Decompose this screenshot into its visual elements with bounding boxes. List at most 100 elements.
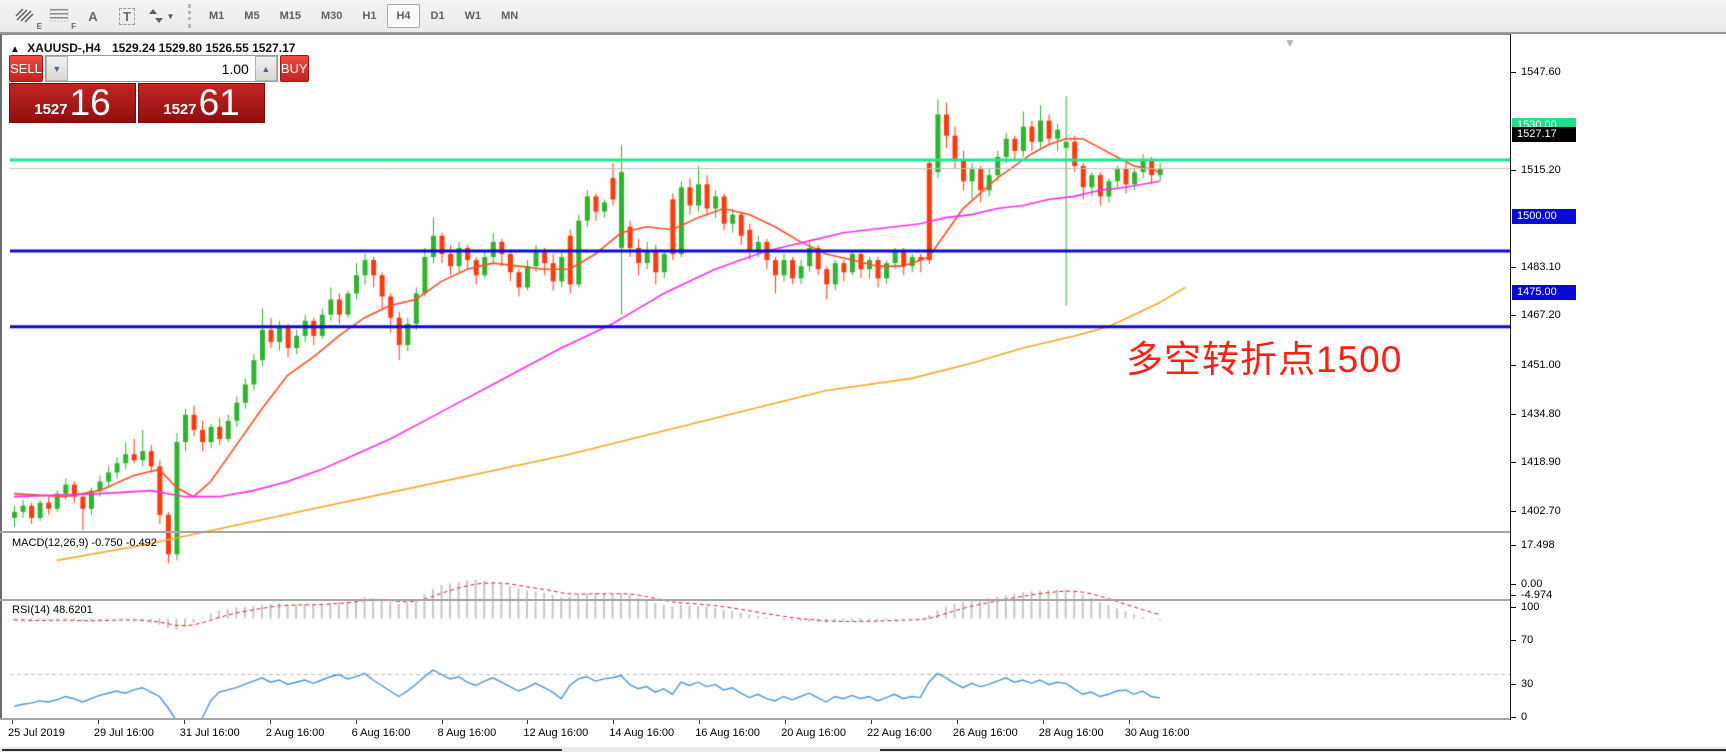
toolbar: E F A T ▼ M1 M5 M15 M30 H1 H4 D1 W1 MN	[0, 0, 1726, 34]
axis-tick	[1511, 606, 1516, 608]
text-box-tool[interactable]: T	[112, 3, 142, 29]
time-axis-label: 6 Aug 16:00	[351, 727, 411, 739]
rsi-axis-label: 0	[1521, 710, 1528, 723]
time-axis-label: 14 Aug 16:00	[609, 727, 675, 739]
axis-tick	[1511, 461, 1516, 463]
time-axis-label: 28 Aug 16:00	[1038, 727, 1104, 739]
chart-window	[0, 34, 1726, 752]
buy-price-small: 1527	[163, 101, 197, 118]
timeframe-group: M1 M5 M15 M30 H1 H4 D1 W1 MN	[199, 4, 528, 28]
timeframe-M5[interactable]: M5	[244, 10, 260, 22]
time-axis-label: 2 Aug 16:00	[265, 727, 325, 739]
macd-axis-label: 17.498	[1521, 538, 1555, 551]
axis-tick	[1511, 544, 1516, 546]
sell-price-box[interactable]: 1527 16	[9, 83, 136, 123]
price-axis-label: 1467.20	[1521, 309, 1561, 322]
time-axis-tick	[269, 720, 271, 724]
time-axis-tick	[97, 720, 99, 724]
draw-e-tool-icon[interactable]: E	[10, 3, 42, 31]
axis-tick	[1511, 267, 1516, 269]
price-axis-label: 1451.00	[1521, 358, 1561, 371]
time-axis-label: 20 Aug 16:00	[781, 727, 846, 739]
axis-tick	[1511, 594, 1516, 596]
bottom-edge	[0, 747, 1726, 752]
panel-separator-timeaxis[interactable]	[0, 718, 1726, 720]
price-badge: 1527.17	[1512, 126, 1576, 142]
time-axis-label: 25 Jul 2019	[8, 727, 65, 739]
buy-price-box[interactable]: 1527 61	[138, 83, 265, 123]
symbol-timeframe-label: XAUUSD-,H4	[27, 41, 101, 55]
axis-tick	[1511, 364, 1516, 366]
time-axis-tick	[1042, 720, 1044, 724]
symbol-collapse-icon[interactable]: ▲	[10, 44, 20, 55]
time-axis-label: 30 Aug 16:00	[1124, 727, 1190, 739]
timeframe-M30[interactable]: M30	[320, 10, 343, 22]
arrows-tool[interactable]: ▼	[146, 3, 176, 29]
time-axis-label: 8 Aug 16:00	[437, 727, 497, 739]
time-axis[interactable]: 25 Jul 2019 29 Jul 16:00 31 Jul 16:00 2 Aug…	[0, 720, 1726, 747]
time-axis-tick	[12, 720, 13, 724]
axis-tick	[1511, 511, 1516, 513]
timeframe-M15[interactable]: M15	[279, 10, 301, 22]
price-axis-label: 1402.70	[1521, 505, 1561, 518]
rsi-axis-label: 30	[1521, 677, 1534, 690]
time-axis-tick	[699, 720, 701, 724]
bottom-border-segment	[2, 749, 562, 751]
panel-separator-macd[interactable]	[0, 531, 1726, 533]
volume-input[interactable]	[67, 56, 255, 81]
axis-tick	[1511, 716, 1516, 718]
time-axis-tick	[613, 720, 615, 724]
axis-tick	[1511, 315, 1516, 317]
time-axis-tick	[1128, 720, 1130, 724]
time-axis-tick	[871, 720, 872, 724]
sell-button[interactable]: SELL	[9, 55, 43, 82]
text-label-tool[interactable]: A	[88, 8, 98, 24]
time-axis-label: 29 Jul 16:00	[93, 727, 154, 739]
price-axis-label: 1434.80	[1521, 407, 1561, 420]
sell-price-big: 16	[69, 82, 111, 124]
timeframe-M1[interactable]: M1	[209, 10, 225, 22]
arrows-icon	[148, 9, 163, 23]
timeframe-H1[interactable]: H1	[362, 10, 377, 22]
timeframe-W1[interactable]: W1	[464, 10, 482, 22]
price-chart-canvas[interactable]	[10, 77, 1512, 752]
ohlc-values: 1529.24 1529.80 1526.55 1527.17	[111, 41, 296, 55]
time-axis-label: 16 Aug 16:00	[695, 727, 761, 739]
axis-tick	[1511, 583, 1516, 585]
time-axis-tick	[956, 720, 958, 724]
volume-increase-button[interactable]: ▲	[254, 56, 277, 81]
rsi-axis-label: 100	[1521, 600, 1540, 613]
timeframe-D1[interactable]: D1	[430, 10, 445, 22]
timeframe-MN[interactable]: MN	[501, 10, 519, 22]
bottom-border-segment	[880, 749, 1726, 751]
price-badge: 1475.00	[1512, 284, 1576, 300]
one-click-trade-panel: SELL ▼ ▲ BUY 1527 16 1527 61	[9, 55, 309, 123]
volume-decrease-button[interactable]: ▼	[45, 56, 68, 81]
buy-price-big: 61	[198, 82, 240, 124]
time-axis-label: 31 Jul 16:00	[179, 727, 240, 739]
axis-tick	[1511, 683, 1516, 685]
rsi-axis-label: 70	[1521, 633, 1534, 646]
axis-tick	[1511, 639, 1516, 641]
macd-axis-label: -4.974	[1521, 588, 1553, 601]
axis-tick	[1511, 169, 1516, 171]
macd-indicator-label: MACD(12,26,9) -0.750 -0.492	[12, 537, 157, 549]
time-axis-tick	[785, 720, 787, 724]
time-axis-tick	[183, 720, 185, 724]
macd-axis-label: 0.00	[1521, 577, 1543, 590]
axis-tick	[1511, 71, 1516, 73]
dropdown-caret-icon: ▼	[166, 11, 175, 21]
buy-button[interactable]: BUY	[279, 55, 309, 82]
price-badge: 1500.00	[1512, 208, 1576, 224]
rsi-indicator-label: RSI(14) 48.6201	[12, 604, 93, 616]
scroll-end-marker-icon[interactable]: ▼	[1284, 36, 1296, 50]
grid-f-tool-icon[interactable]: F	[44, 3, 76, 31]
price-axis-label: 1483.10	[1521, 261, 1561, 274]
price-axis-label: 1547.60	[1521, 65, 1561, 78]
price-axis[interactable]: 1547.60 1515.20 1483.10 1467.20 1451.00 1434.…	[1510, 34, 1726, 747]
timeframe-H4[interactable]: H4	[387, 4, 420, 28]
time-axis-tick	[355, 720, 357, 724]
panel-separator-rsi[interactable]	[0, 599, 1726, 601]
sell-price-small: 1527	[34, 101, 68, 118]
